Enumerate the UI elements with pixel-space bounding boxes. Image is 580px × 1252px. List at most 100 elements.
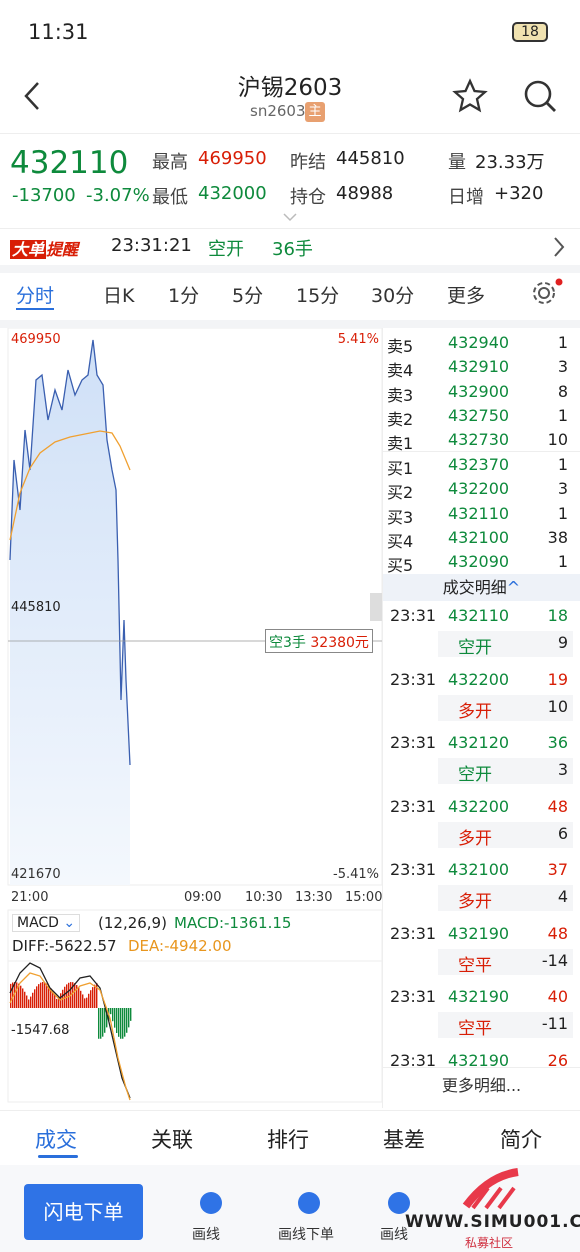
trade-type: 空开 [458, 638, 492, 658]
trade-time: 23:31 [390, 669, 437, 689]
period-tab[interactable]: 分时 [16, 285, 55, 307]
alert-badge-a: 大单 [10, 240, 47, 259]
trade-type: 多开 [458, 701, 492, 722]
macd-bar [20, 985, 22, 1008]
macd-bar [90, 990, 92, 1008]
trade-qty: 4 [557, 887, 568, 906]
macd-bar [10, 983, 12, 1008]
macd-bar [114, 1008, 116, 1028]
book-volume: 1 [557, 552, 568, 572]
macd-bar [36, 986, 38, 1008]
bottom-tab[interactable]: 基差 [383, 1128, 425, 1152]
macd-select[interactable]: MACD ⌄ [12, 914, 81, 932]
trade-volume: 26 [547, 1050, 568, 1068]
max-price: 469950 [11, 332, 61, 347]
collapse-tab[interactable] [370, 593, 382, 621]
trade-volume: 37 [547, 860, 568, 879]
trade-time: 23:31 [390, 796, 437, 816]
watermark-name: 私募社区 [465, 1236, 514, 1250]
diff-line [9, 962, 131, 1099]
macd-bar [48, 985, 50, 1008]
macd-bar [118, 1008, 120, 1037]
trade-time: 23:31 [390, 923, 437, 943]
min-price: 421670 [11, 867, 61, 882]
macd-bar [110, 1008, 112, 1015]
period-tab[interactable]: 1分 [168, 285, 200, 307]
period-tab[interactable]: 5分 [232, 285, 264, 307]
bottom-tab[interactable]: 关联 [151, 1128, 193, 1152]
action-label[interactable]: 画线 [192, 1227, 220, 1243]
trade-qty: -11 [541, 1014, 568, 1033]
action-label[interactable]: 画线下单 [278, 1227, 334, 1243]
dea-value: DEA:-4942.00 [128, 937, 232, 955]
gap [0, 320, 580, 328]
field-value: +320 [494, 183, 544, 204]
macd-bar [124, 1008, 126, 1037]
macd-name: MACD [17, 915, 59, 931]
book-volume: 38 [547, 527, 568, 547]
action-icon[interactable] [200, 1192, 222, 1214]
bottom-tab[interactable]: 排行 [267, 1128, 309, 1152]
action-icon[interactable] [388, 1192, 410, 1214]
macd-bar [60, 993, 62, 1008]
trade-price: 432200 [448, 669, 510, 689]
period-tab[interactable]: 日K [103, 285, 135, 307]
battery: 18 [512, 22, 548, 42]
book-label: 卖4 [387, 361, 414, 381]
last-price: 432110 [10, 145, 129, 181]
macd-value: MACD:-1361.15 [174, 914, 292, 932]
main-badge: 主 [305, 102, 325, 122]
back-button[interactable] [20, 80, 44, 112]
trade-type-row: 多开 4 [438, 885, 573, 912]
field-value: 432000 [198, 183, 267, 204]
action-icon[interactable] [298, 1192, 320, 1214]
field-label: 最高 [152, 152, 188, 173]
macd-bar [26, 995, 28, 1008]
book-price: 432900 [448, 381, 510, 401]
chart [7, 328, 382, 1103]
field-label: 昨结 [290, 152, 326, 173]
more-trades[interactable]: 更多明细... [383, 1067, 580, 1103]
trades-header[interactable]: 成交明细^ [383, 574, 580, 601]
trade-price: 432190 [448, 1050, 510, 1068]
field-label: 最低 [152, 187, 188, 208]
period-tab[interactable]: 30分 [371, 285, 415, 307]
period-tab[interactable]: 15分 [296, 285, 340, 307]
search-button[interactable] [522, 78, 558, 114]
book-label: 买3 [387, 507, 414, 527]
settings[interactable] [530, 278, 564, 308]
time-label: 09:00 [184, 890, 222, 905]
divider [0, 228, 580, 229]
trade-price: 432100 [448, 860, 510, 879]
trade-volume: 19 [547, 669, 568, 689]
field-value: 48988 [336, 183, 394, 204]
bottom-tab[interactable]: 简介 [500, 1128, 542, 1152]
field-label: 量 [448, 152, 466, 173]
star-button[interactable] [452, 78, 488, 114]
trade-type-row: 多开 6 [438, 821, 573, 849]
code: sn2603 [250, 102, 306, 120]
trade-time: 23:31 [390, 1050, 437, 1068]
diff-value: DIFF:-5622.57 [12, 937, 117, 955]
alert-qty: 36手 [272, 239, 313, 260]
period-tab[interactable]: 更多 [447, 285, 486, 307]
divider [0, 1110, 580, 1111]
macd-bar [34, 989, 36, 1008]
macd-bar [64, 986, 66, 1008]
flash-order-button[interactable]: 闪电下单 [24, 1184, 143, 1240]
book-volume: 8 [557, 381, 568, 401]
action-label[interactable]: 画线 [380, 1227, 408, 1243]
macd-bar [102, 1008, 104, 1037]
book-label: 买1 [387, 459, 414, 478]
macd-bar [16, 982, 18, 1008]
book-label: 卖5 [387, 337, 414, 356]
alert-time: 23:31:21 [111, 235, 192, 256]
expand[interactable] [282, 212, 298, 222]
trade-price: 432190 [448, 923, 510, 943]
bottom-tab[interactable]: 成交 [35, 1128, 77, 1152]
trade-price: 432200 [448, 796, 510, 816]
alert-more[interactable] [552, 236, 566, 258]
trade-qty: 10 [547, 696, 568, 716]
book-price: 432090 [448, 552, 510, 572]
